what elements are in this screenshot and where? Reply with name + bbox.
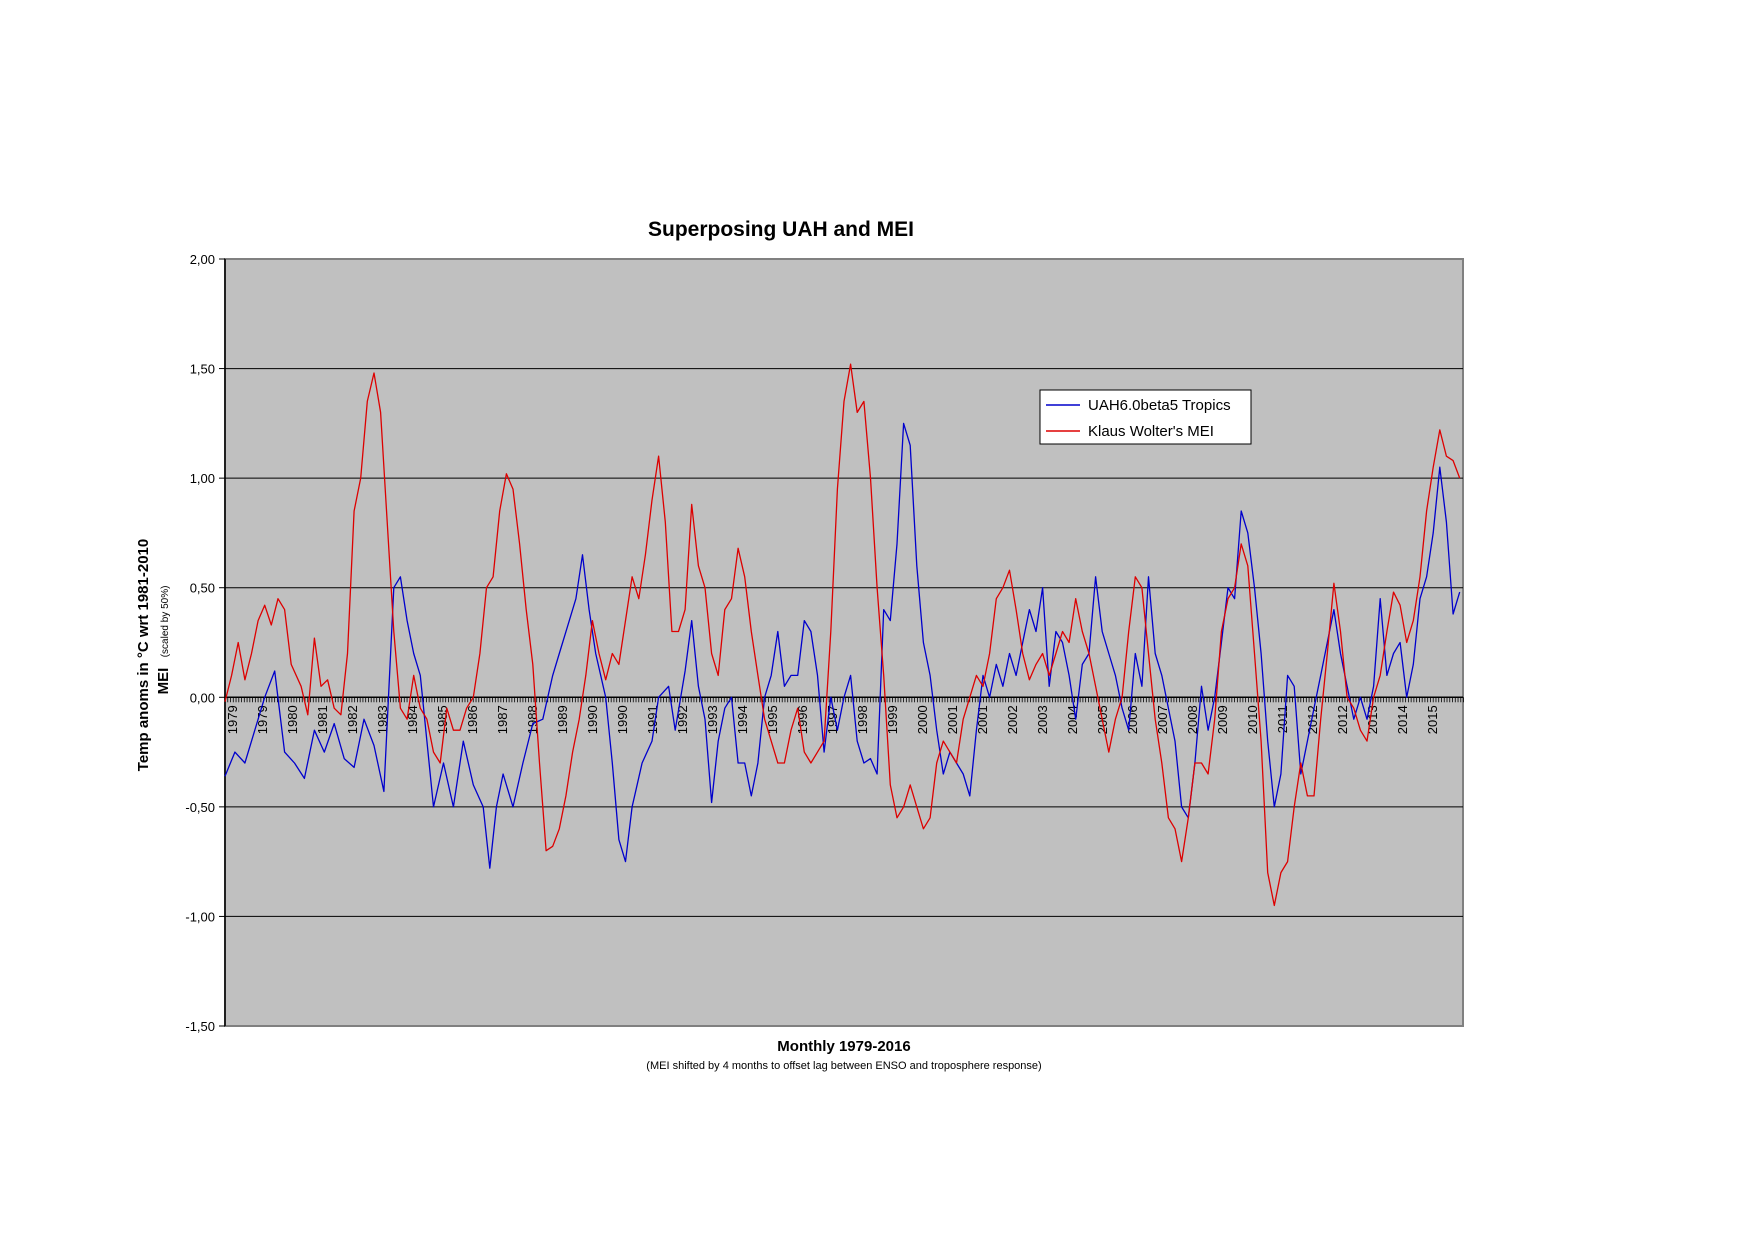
x-tick-label-31: 2007 bbox=[1155, 705, 1170, 734]
x-tick-label-9: 1987 bbox=[495, 705, 510, 734]
x-tick-label-22: 1999 bbox=[885, 705, 900, 734]
plot-area bbox=[224, 258, 1464, 1027]
y-axis-second-label: MEI bbox=[155, 668, 172, 695]
y-axis: 2,00 1,50 1,00 0,50 0,00 -0,50 -1,00 -1,50 bbox=[185, 252, 226, 1034]
y-tick-label-3: 0,50 bbox=[190, 581, 215, 596]
x-tick-label-12: 1990 bbox=[585, 705, 600, 734]
series-line-0 bbox=[224, 422, 1461, 869]
x-tick-label-23: 2000 bbox=[915, 705, 930, 734]
x-axis-note: (MEI shifted by 4 months to offset lag b… bbox=[646, 1060, 1041, 1072]
series-line-1 bbox=[224, 363, 1461, 907]
x-tick-label-14: 1991 bbox=[645, 705, 660, 734]
x-tick-label-28: 2004 bbox=[1065, 705, 1080, 734]
legend-label-mei: Klaus Wolter's MEI bbox=[1088, 423, 1214, 440]
chart-title: Superposing UAH and MEI bbox=[648, 218, 914, 241]
x-tick-label-35: 2011 bbox=[1275, 705, 1290, 733]
svg-text:MEI (scaled by 50%): MEI (scaled by 50%) bbox=[155, 586, 172, 695]
x-tick-label-33: 2009 bbox=[1215, 705, 1230, 734]
x-axis: 1979 1979 1980 1981 1982 1983 1984 1985 1986 1987… bbox=[224, 696, 1464, 734]
x-tick-label-2: 1980 bbox=[285, 705, 300, 734]
y-axis-second-note: (scaled by 50%) bbox=[160, 586, 171, 658]
x-tick-label-1: 1979 bbox=[255, 705, 270, 734]
y-tick-label-5: -0,50 bbox=[185, 800, 215, 815]
x-tick-label-0: 1979 bbox=[225, 705, 240, 734]
x-tick-label-26: 2002 bbox=[1005, 705, 1020, 734]
x-tick-label-16: 1993 bbox=[705, 705, 720, 734]
x-tick-label-27: 2003 bbox=[1035, 705, 1050, 734]
x-tick-label-21: 1998 bbox=[855, 705, 870, 734]
x-tick-label-36: 2012 bbox=[1305, 705, 1320, 734]
x-tick-label-39: 2014 bbox=[1395, 705, 1410, 734]
x-tick-label-11: 1989 bbox=[555, 705, 570, 734]
x-tick-label-5: 1983 bbox=[375, 705, 390, 734]
x-tick-label-32: 2008 bbox=[1185, 705, 1200, 734]
y-tick-label-0: 2,00 bbox=[190, 252, 215, 267]
y-axis-title: Temp anoms in °C wrt 1981-2010 bbox=[135, 539, 152, 771]
x-tick-label-34: 2010 bbox=[1245, 705, 1260, 734]
legend-box bbox=[1039, 389, 1252, 445]
x-tick-label-40: 2015 bbox=[1425, 705, 1440, 734]
legend-label-uah: UAH6.0beta5 Tropics bbox=[1088, 397, 1231, 414]
legend: UAH6.0beta5 Tropics Klaus Wolter's MEI bbox=[1039, 389, 1252, 445]
x-tick-label-18: 1995 bbox=[765, 705, 780, 734]
x-tick-label-8: 1986 bbox=[465, 705, 480, 734]
series-lines bbox=[224, 363, 1461, 907]
x-tick-label-24: 2001 bbox=[945, 705, 960, 734]
y-tick-label-2: 1,00 bbox=[190, 471, 215, 486]
x-tick-label-30: 2006 bbox=[1125, 705, 1140, 734]
y-tick-label-1: 1,50 bbox=[190, 362, 215, 377]
x-axis-label: Monthly 1979-2016 bbox=[777, 1038, 910, 1055]
y-axis-second-title: MEI (scaled by 50%) bbox=[155, 586, 172, 695]
x-tick-label-13: 1990 bbox=[615, 705, 630, 734]
x-tick-label-3: 1981 bbox=[315, 705, 330, 734]
y-tick-label-7: -1,50 bbox=[185, 1019, 215, 1034]
y-axis-label: Temp anoms in °C wrt 1981-2010 bbox=[135, 539, 152, 771]
y-tick-label-4: 0,00 bbox=[190, 690, 215, 705]
x-tick-label-4: 1982 bbox=[345, 705, 360, 734]
x-tick-label-37: 2012 bbox=[1335, 705, 1350, 734]
x-tick-label-17: 1994 bbox=[735, 705, 750, 734]
y-tick-label-6: -1,00 bbox=[185, 909, 215, 924]
